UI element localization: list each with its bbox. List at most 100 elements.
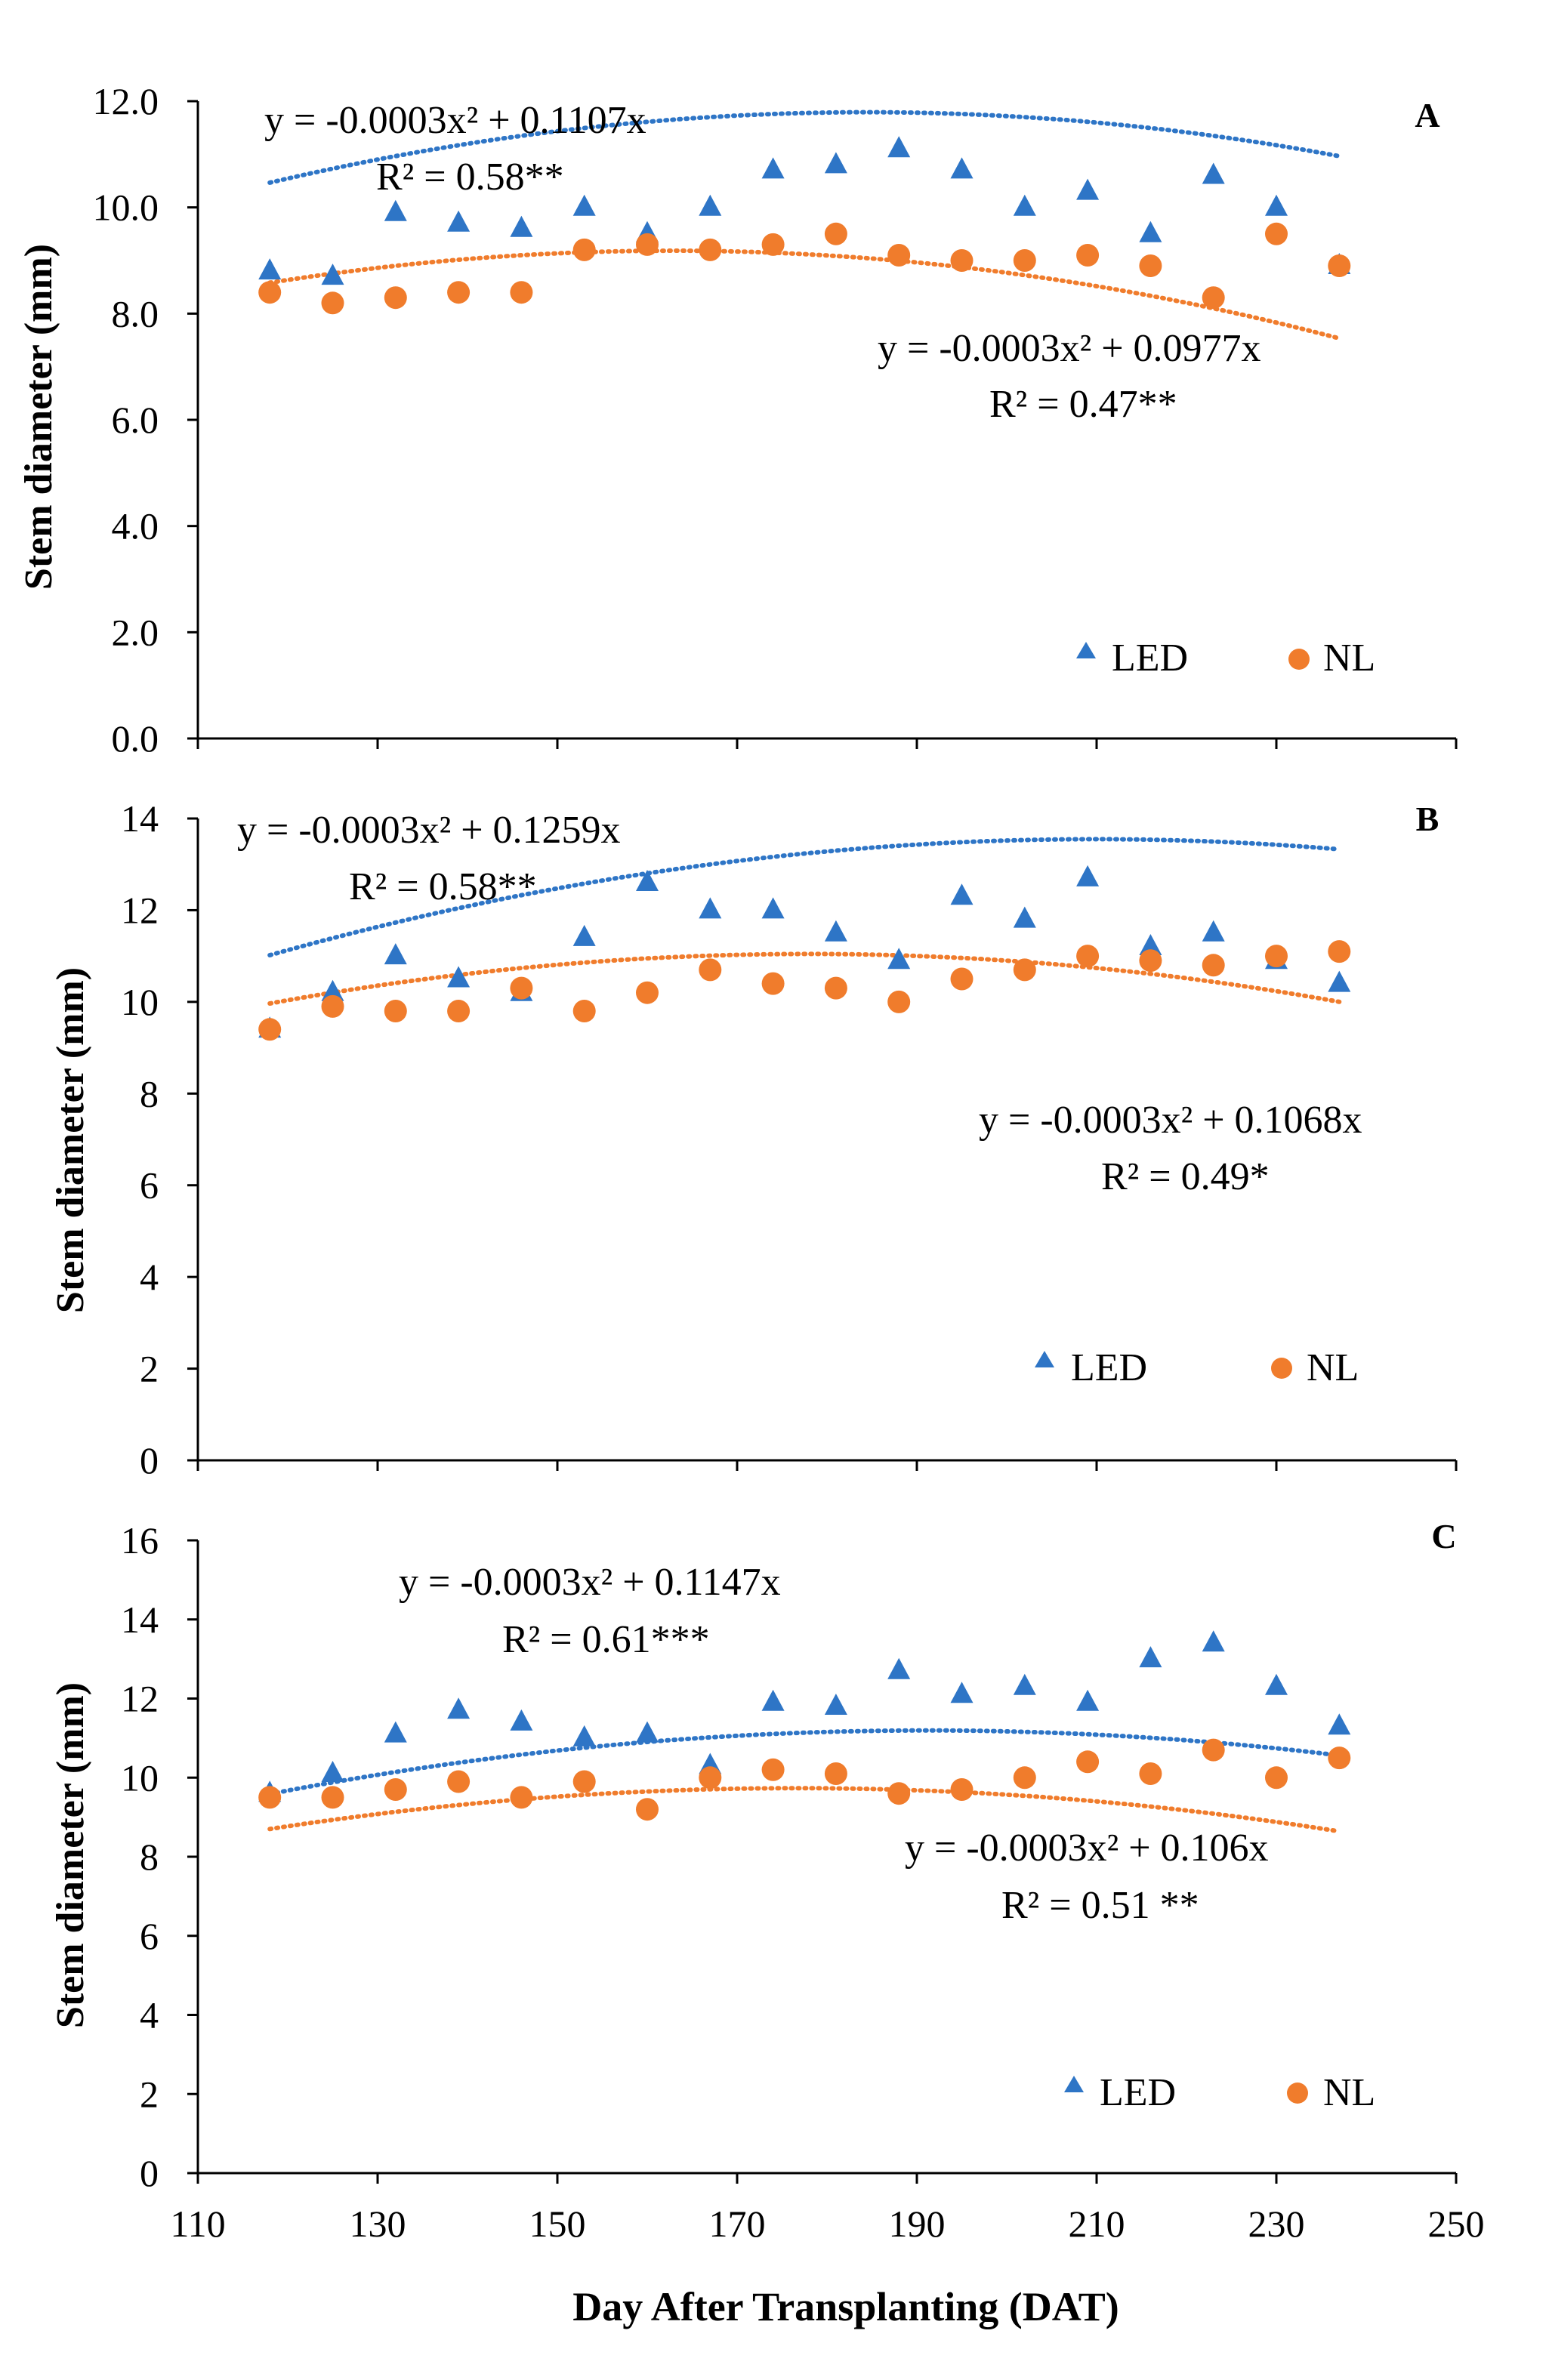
panel-a-y-tick-label: 10.0 — [93, 187, 159, 229]
panel-c-x-tick-label: 230 — [1248, 2203, 1305, 2245]
panel-c-nl-point — [824, 1762, 847, 1785]
panel-c-trendlines — [267, 1728, 1342, 1834]
panel-a-y-tick-label: 0.0 — [112, 717, 159, 760]
panel-c-y-tick-label: 10 — [121, 1756, 159, 1799]
panel-b-nl-point — [510, 976, 533, 1000]
panel-c-nl-point — [636, 1798, 659, 1821]
panel-c-y-tick-label: 12 — [121, 1678, 159, 1720]
panel-b-led-point — [887, 948, 911, 970]
panel-a-markers — [258, 136, 1351, 315]
panel-c-led-r2: R² = 0.61*** — [502, 1618, 710, 1661]
panel-c-legend-nl-marker — [1287, 2082, 1308, 2104]
panel-b-nl-point — [636, 981, 659, 1004]
panel-a-nl-point — [384, 286, 407, 310]
panel-a-legend: LED NL — [1076, 637, 1375, 680]
panel-c-nl-r2: R² = 0.51 ** — [1001, 1884, 1199, 1927]
panel-b-y-tick-label: 2 — [140, 1348, 159, 1390]
panel-b-nl-point — [384, 1000, 407, 1022]
panel-b-legend: LED NL — [1035, 1346, 1359, 1389]
panel-b-led-point — [1013, 906, 1036, 928]
panel-b-led-point — [321, 979, 344, 1001]
panel-c-y-tick-label: 2 — [140, 2073, 159, 2115]
panel-c-led-point — [447, 1697, 471, 1719]
panel-c-led-point — [1139, 1646, 1162, 1668]
panel-a-led-point — [1076, 178, 1100, 200]
panel-b-y-tick-label: 12 — [121, 889, 159, 931]
panel-b-nl-point — [699, 958, 722, 982]
panel-c-nl-point — [887, 1782, 911, 1805]
panel-b-nl-point — [1139, 949, 1162, 973]
panel-c-x-tick-label: 250 — [1428, 2203, 1485, 2245]
panel-a-nl-point — [1139, 254, 1162, 277]
panel-b-led-point — [636, 870, 659, 891]
panel-a-led-point — [447, 210, 471, 232]
x-axis-label: Day After Transplanting (DAT) — [572, 2284, 1119, 2329]
panel-a-letter: A — [1415, 96, 1439, 134]
panel-a-nl-point — [887, 244, 911, 267]
panel-c-nl-point — [1076, 1750, 1100, 1774]
panel-a-led-point — [761, 157, 785, 179]
panel-b-led-point — [1328, 970, 1351, 992]
panel-c-led-point — [887, 1657, 911, 1679]
panel-c-y-tick-label: 4 — [140, 1994, 159, 2036]
panel-a-nl-point — [510, 281, 533, 304]
panel-c-letter: C — [1431, 1517, 1456, 1555]
panel-b-legend-led-marker — [1035, 1351, 1054, 1367]
panel-a-led-point — [1139, 220, 1162, 242]
panel-a-nl-point — [1076, 244, 1100, 267]
panel-b-led-point — [447, 966, 471, 988]
panel-a-axes: 0.0 2.0 4.0 6.0 8.0 10.0 12.0 — [93, 80, 1458, 760]
panel-a-nl-point — [321, 291, 344, 315]
panel-b-markers — [258, 865, 1351, 1041]
panel-c-led-point — [1265, 1673, 1288, 1695]
panel-b-legend-led: LED — [1071, 1346, 1147, 1389]
panel-c-nl-equation: y = -0.0003x² + 0.106x — [905, 1827, 1269, 1870]
panel-a-led-equation: y = -0.0003x² + 0.1107x — [264, 99, 646, 142]
panel-c-led-point — [636, 1721, 659, 1743]
panel-b-led-point — [761, 897, 785, 919]
panel-a-legend-nl-marker — [1288, 649, 1310, 670]
panel-a-legend-led: LED — [1112, 637, 1188, 680]
panel-b-nl-point — [1265, 945, 1288, 968]
panel-c-markers — [258, 1630, 1351, 1821]
panel-b-nl-point — [572, 1000, 596, 1022]
panel-c-y-tick-label: 6 — [140, 1915, 159, 1957]
panel-c-nl-point — [1265, 1766, 1288, 1790]
panel-b-nl-r2: R² = 0.49* — [1101, 1155, 1270, 1198]
panel-c-nl-point — [321, 1786, 344, 1809]
panel-a-legend-led-marker — [1076, 642, 1096, 658]
panel-a-nl-point — [950, 249, 974, 272]
panel-b-y-tick-label: 6 — [140, 1164, 159, 1207]
panel-b-led-r2: R² = 0.58** — [349, 865, 537, 908]
panel-a-y-axis-label: Stem diameter (mm) — [17, 244, 60, 590]
panel-a-trendlines — [267, 109, 1342, 341]
panel-a-y-tick-label: 2.0 — [112, 611, 159, 653]
panel-c-led-equation: y = -0.0003x² + 0.1147x — [399, 1561, 781, 1604]
panel-a-y-tick-label: 4.0 — [112, 505, 159, 547]
panel-b-y-tick-label: 4 — [140, 1256, 159, 1298]
panel-a-y-tick-label: 6.0 — [112, 399, 159, 441]
panel-c-led-trendline — [267, 1728, 1342, 1796]
panel-a-led-point — [1013, 194, 1036, 216]
panel-c-legend-led-marker — [1064, 2076, 1084, 2092]
panel-a-nl-point — [572, 238, 596, 261]
panel-b-nl-point — [1013, 958, 1036, 982]
panel-c-axes: 0 2 4 6 8 10 12 14 16 110 130 150 170 190 210 230 250 — [121, 1519, 1485, 2245]
panel-b-led-trendline — [267, 837, 1342, 957]
panel-b-y-tick-label: 10 — [121, 981, 159, 1023]
panel-b-trendlines — [267, 837, 1342, 1006]
panel-c-nl-point — [950, 1778, 974, 1801]
panel-a-nl-r2: R² = 0.47** — [989, 383, 1177, 426]
panel-b-letter: B — [1416, 800, 1439, 838]
panel-c-nl-point — [761, 1758, 785, 1781]
panel-c-led-point — [1202, 1630, 1225, 1652]
panel-b-y-axis-label: Stem diameter (mm) — [49, 967, 92, 1313]
panel-a-led-point — [887, 136, 911, 158]
panel-b-nl-point — [1202, 954, 1225, 977]
panel-c-legend-led: LED — [1100, 2071, 1176, 2114]
panel-b-led-point — [1076, 865, 1100, 886]
panel-c-led-point — [321, 1761, 344, 1782]
panel-a-nl-point — [1328, 254, 1351, 277]
panel-a-nl-point — [1265, 222, 1288, 245]
